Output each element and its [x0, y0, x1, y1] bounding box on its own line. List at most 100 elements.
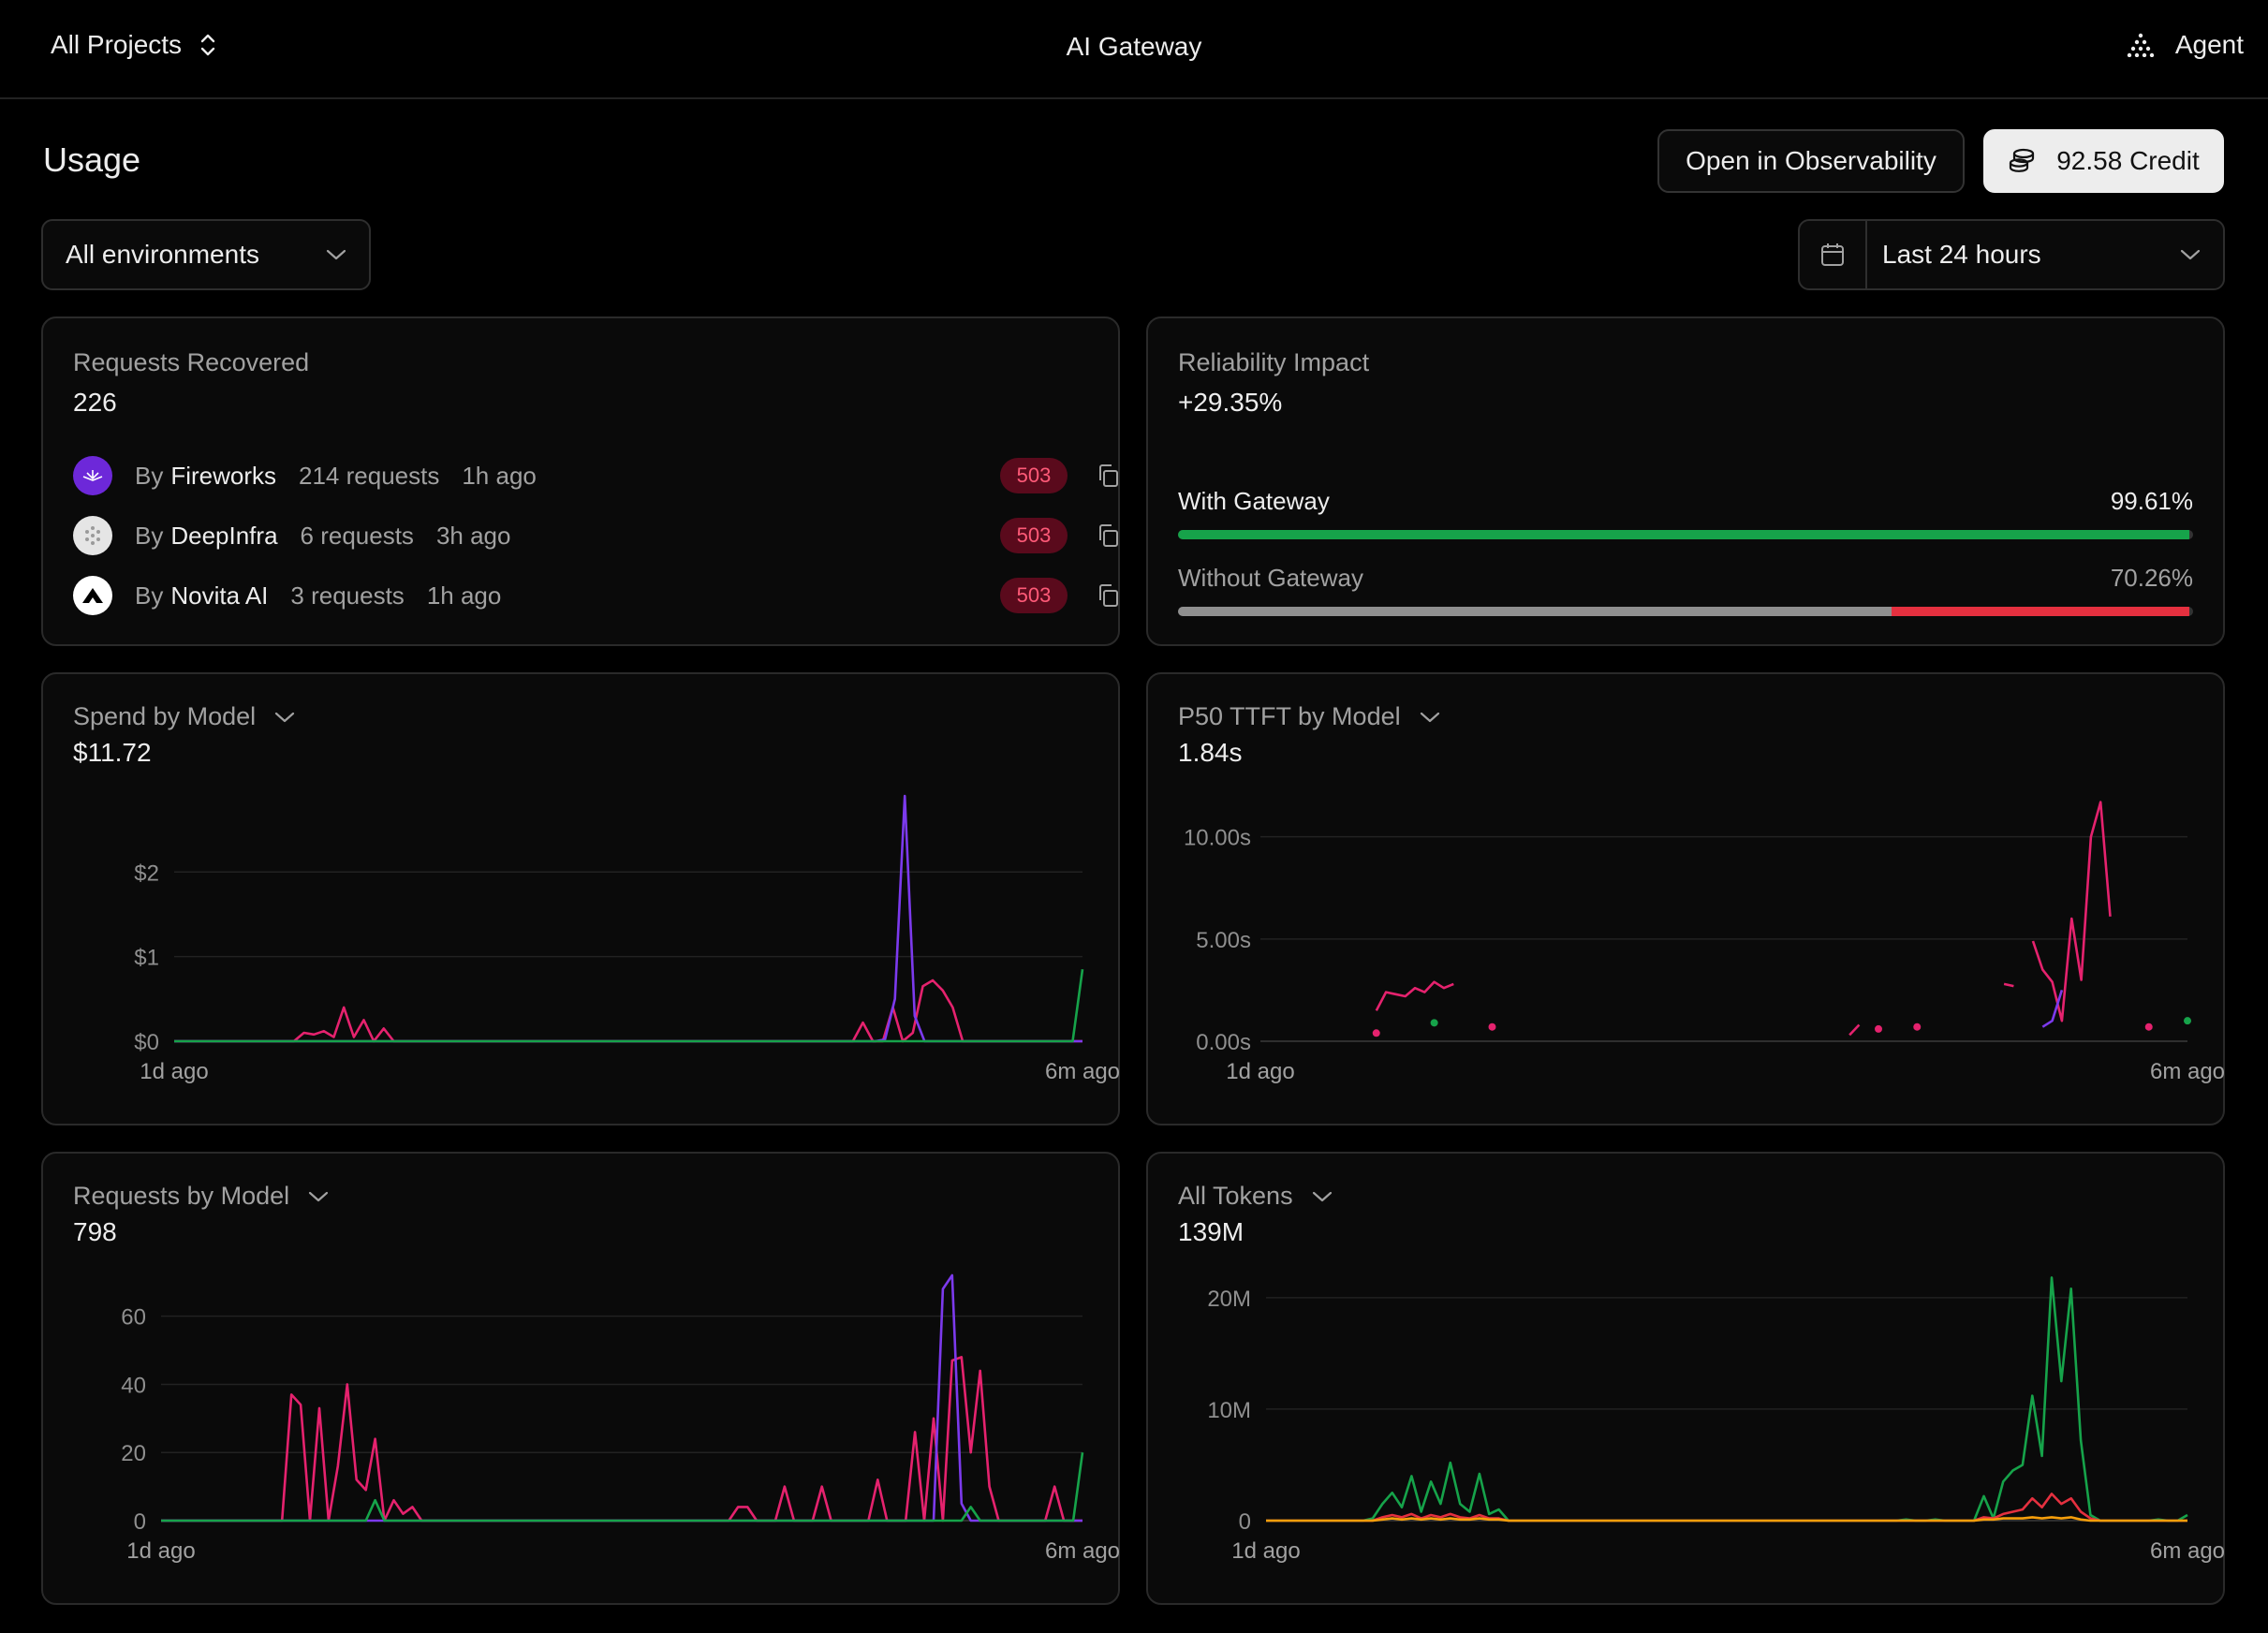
chart-title: All Tokens	[1178, 1182, 1293, 1210]
all-tokens-card: All Tokens 139M 0 10M 20M 1d ago 6m ago	[1146, 1152, 2225, 1605]
series-line-0	[174, 978, 1082, 1043]
credit-label: 92.58 Credit	[2056, 146, 2200, 175]
chart-total: $11.72	[73, 738, 152, 767]
ttft-by-model-dropdown[interactable]: P50 TTFT by Model	[1178, 702, 1440, 731]
provider-requests: 6 requests	[300, 521, 414, 550]
series-line-1	[2041, 990, 2064, 1028]
series-line-0	[1375, 980, 1454, 1011]
series-line-2	[174, 969, 1084, 1043]
without-gateway-bar-success	[1178, 607, 1892, 616]
reliability-impact-card: Reliability Impact +29.35% With Gateway …	[1146, 316, 2225, 646]
chevron-down-icon	[1312, 1191, 1332, 1201]
data-point	[2184, 1017, 2191, 1025]
with-gateway-bar	[1178, 530, 2193, 539]
provider-by-label: By	[135, 581, 164, 610]
y-tick-label: 10.00s	[1184, 826, 1251, 851]
provider-requests: 214 requests	[299, 461, 440, 490]
provider-name: Novita AI	[170, 581, 269, 610]
chevron-down-icon	[275, 712, 295, 722]
agent-label: Agent	[2174, 30, 2244, 59]
y-tick-label: $0	[134, 1030, 159, 1055]
x-start-label: 1d ago	[1226, 1059, 1294, 1084]
provider-by-label: By	[135, 521, 164, 550]
copy-icon[interactable]	[1096, 463, 1122, 489]
data-point	[1875, 1024, 1882, 1033]
coins-icon	[2010, 148, 2035, 172]
requests-recovered-value: 226	[73, 388, 117, 417]
agent-button[interactable]: Agent	[2127, 30, 2244, 60]
calendar-icon	[1821, 243, 1844, 266]
chevron-down-icon	[326, 249, 346, 260]
all-tokens-dropdown[interactable]: All Tokens	[1178, 1182, 1333, 1211]
without-gateway-bar-failure	[1891, 607, 2189, 616]
open-observability-button[interactable]: Open in Observability	[1657, 129, 1965, 193]
requests-recovered-card: Requests Recovered 226 By Fireworks 214 …	[41, 316, 1120, 646]
y-tick-label: 40	[121, 1373, 146, 1398]
with-gateway-label: With Gateway	[1178, 487, 1330, 515]
x-start-label: 1d ago	[126, 1538, 195, 1564]
without-gateway-bar	[1178, 607, 2193, 616]
chart-title: Requests by Model	[73, 1182, 290, 1210]
with-gateway-row: With Gateway 99.61%	[1178, 487, 2193, 516]
y-tick-label: $2	[134, 861, 159, 886]
chart-title: Spend by Model	[73, 702, 257, 730]
y-tick-label: 0	[1239, 1509, 1251, 1535]
series-line-2	[161, 1452, 1084, 1523]
deepinfra-logo-icon	[73, 516, 112, 555]
y-tick-label: 10M	[1207, 1398, 1251, 1423]
chart-total: 139M	[1178, 1217, 1244, 1246]
copy-icon[interactable]	[1096, 582, 1122, 609]
series-line-0	[2031, 801, 2112, 1022]
provider-name: Fireworks	[170, 461, 277, 490]
page-title: Usage	[43, 140, 141, 179]
tokens-chart: 0 10M 20M 1d ago 6m ago	[1207, 1276, 2225, 1564]
provider-row-fireworks: By Fireworks 214 requests 1h ago 503	[73, 455, 1118, 496]
y-tick-label: 20	[121, 1441, 146, 1466]
time-range-select[interactable]: Last 24 hours	[1798, 219, 2225, 290]
spend-by-model-card: Spend by Model $11.72 $0 $1 $2 1d ago 6m ago	[41, 672, 1120, 1125]
series-line-2	[1266, 1516, 2187, 1523]
provider-by-label: By	[135, 461, 164, 490]
ttft-chart: 0.00s 5.00s 10.00s 1d ago 6m ago	[1184, 801, 2225, 1084]
requests-recovered-title: Requests Recovered	[73, 348, 310, 376]
series-line-0	[1848, 1023, 1861, 1037]
time-range-value: Last 24 hours	[1882, 240, 2041, 269]
project-selector-label: All Projects	[51, 30, 183, 59]
requests-by-model-dropdown[interactable]: Requests by Model	[73, 1182, 329, 1211]
calendar-icon-wrap	[1800, 221, 1867, 288]
data-point	[1372, 1029, 1380, 1037]
reliability-value: +29.35%	[1178, 388, 1283, 417]
environment-select-value: All environments	[66, 240, 259, 269]
agent-icon	[2127, 33, 2155, 57]
series-line-0	[161, 1356, 1082, 1523]
y-tick-label: 60	[121, 1305, 146, 1331]
without-gateway-value: 70.26%	[2110, 564, 2193, 592]
status-badge: 503	[1000, 578, 1068, 613]
novita-logo-icon	[73, 576, 112, 615]
project-selector[interactable]: All Projects	[51, 30, 217, 60]
series-line-0	[1266, 1276, 2188, 1523]
chart-total: 798	[73, 1217, 117, 1246]
without-gateway-row: Without Gateway 70.26%	[1178, 564, 2193, 593]
without-gateway-label: Without Gateway	[1178, 564, 1363, 592]
x-start-label: 1d ago	[1231, 1538, 1300, 1564]
x-end-label: 6m ago	[1045, 1059, 1120, 1084]
status-badge: 503	[1000, 458, 1068, 493]
provider-row-deepinfra: By DeepInfra 6 requests 3h ago 503	[73, 515, 1118, 556]
with-gateway-bar-fill	[1178, 530, 2189, 539]
provider-requests: 3 requests	[290, 581, 405, 610]
status-badge: 503	[1000, 518, 1068, 553]
requests-by-model-card: Requests by Model 798 0 20 40 60 1d ago 6m ag…	[41, 1152, 1120, 1605]
data-point	[1488, 1022, 1496, 1031]
credit-button[interactable]: 92.58 Credit	[1983, 129, 2224, 193]
y-tick-label: 0	[134, 1509, 146, 1535]
chevron-down-icon	[1420, 712, 1439, 722]
data-point	[2144, 1022, 2153, 1031]
x-end-label: 6m ago	[2150, 1538, 2225, 1564]
provider-name: DeepInfra	[170, 521, 278, 550]
requests-chart: 0 20 40 60 1d ago 6m ago	[121, 1273, 1120, 1564]
spend-by-model-dropdown[interactable]: Spend by Model	[73, 702, 295, 731]
copy-icon[interactable]	[1096, 522, 1122, 549]
environment-select[interactable]: All environments	[41, 219, 371, 290]
x-end-label: 6m ago	[1045, 1538, 1120, 1564]
